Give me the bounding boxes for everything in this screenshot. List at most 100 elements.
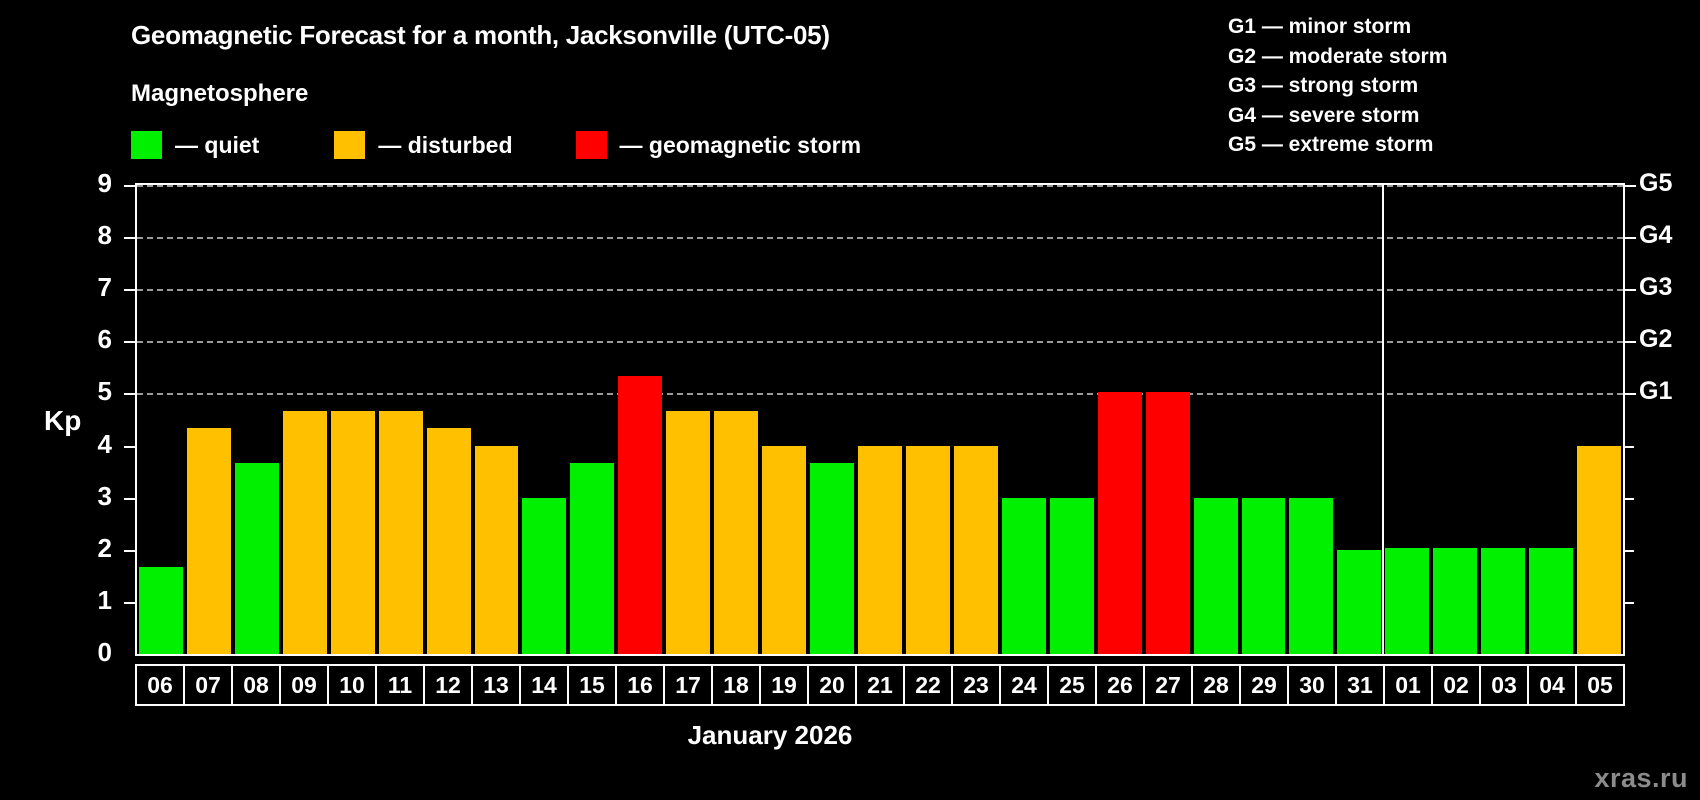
bar-28 bbox=[1193, 497, 1238, 654]
y-tick-mark-9 bbox=[124, 185, 135, 187]
bar-22 bbox=[905, 445, 950, 654]
y-tick-label-3: 3 bbox=[97, 480, 112, 511]
bar-05 bbox=[1577, 445, 1621, 654]
bar-series bbox=[137, 185, 1623, 654]
g-scale-legend: G1 — minor storm G2 — moderate storm G3 … bbox=[1228, 12, 1447, 160]
date-cell-24: 24 bbox=[1001, 666, 1049, 704]
bar-26 bbox=[1097, 391, 1142, 654]
bar-27 bbox=[1145, 391, 1190, 654]
date-cell-15: 15 bbox=[569, 666, 617, 704]
date-cell-17: 17 bbox=[665, 666, 713, 704]
g-tick-mark-g5 bbox=[1625, 185, 1636, 187]
g-tick-label-g2: G2 bbox=[1639, 325, 1673, 354]
y-tick-label-6: 6 bbox=[97, 324, 112, 355]
date-cell-31: 31 bbox=[1337, 666, 1385, 704]
y-tick-label-7: 7 bbox=[97, 272, 112, 303]
date-cell-12: 12 bbox=[425, 666, 473, 704]
y-tick-mark-4 bbox=[124, 445, 135, 448]
date-cell-11: 11 bbox=[377, 666, 425, 704]
month-separator bbox=[1382, 185, 1385, 654]
bar-25 bbox=[1049, 497, 1094, 654]
x-axis-title: January 2026 bbox=[0, 720, 1700, 751]
bar-21 bbox=[858, 445, 902, 654]
bar-17 bbox=[666, 410, 711, 654]
y-tick-mark-8 bbox=[124, 237, 135, 240]
magnetosphere-legend: — quiet — disturbed — geomagnetic storm bbox=[131, 131, 861, 159]
legend-heading: Magnetosphere bbox=[131, 80, 309, 107]
g-scale-line-g3: G3 — strong storm bbox=[1228, 74, 1419, 97]
y-axis-title: Kp bbox=[44, 405, 82, 436]
date-cell-02: 02 bbox=[1433, 666, 1481, 704]
plot-area bbox=[135, 183, 1625, 656]
date-cell-26: 26 bbox=[1097, 666, 1145, 704]
g-axis-minor-tick-2 bbox=[1625, 549, 1634, 552]
date-cell-01: 01 bbox=[1385, 666, 1433, 704]
g-axis-minor-tick-1 bbox=[1625, 601, 1634, 604]
bar-06 bbox=[139, 566, 183, 654]
date-cell-20: 20 bbox=[809, 666, 857, 704]
bar-11 bbox=[378, 410, 423, 654]
bar-14 bbox=[522, 497, 567, 654]
date-cell-30: 30 bbox=[1289, 666, 1337, 704]
date-cell-21: 21 bbox=[857, 666, 905, 704]
y-tick-label-0: 0 bbox=[97, 637, 112, 667]
date-cell-14: 14 bbox=[521, 666, 569, 704]
y-tick-mark-2 bbox=[124, 549, 135, 552]
g-scale-line-g1: G1 — minor storm bbox=[1228, 15, 1412, 38]
bar-30 bbox=[1289, 497, 1334, 654]
date-cell-27: 27 bbox=[1145, 666, 1193, 704]
bar-18 bbox=[714, 410, 759, 654]
y-tick-label-2: 2 bbox=[97, 532, 112, 563]
plot-inner bbox=[137, 185, 1623, 654]
g-tick-label-g4: G4 bbox=[1639, 221, 1673, 250]
legend-swatch-storm-icon bbox=[575, 131, 607, 159]
g-scale-line-g5: G5 — extreme storm bbox=[1228, 133, 1434, 156]
x-axis-date-row: 06 07 08 09 10 11 12 13 14 15 16 17 18 19 20 21 22 23 24 25… bbox=[135, 664, 1625, 706]
date-cell-06: 06 bbox=[137, 666, 185, 704]
legend-swatch-quiet-icon bbox=[131, 131, 162, 159]
x-axis-title-text: January 2026 bbox=[687, 720, 853, 750]
date-cell-16: 16 bbox=[617, 666, 665, 704]
bar-08 bbox=[234, 462, 279, 654]
bar-29 bbox=[1241, 497, 1286, 654]
y-tick-label-5: 5 bbox=[97, 376, 112, 407]
date-cell-05: 05 bbox=[1577, 666, 1623, 704]
bar-31 bbox=[1337, 549, 1382, 654]
legend-label-storm: — geomagnetic storm bbox=[619, 131, 862, 158]
gridline-kp-6 bbox=[137, 341, 1623, 344]
bar-07 bbox=[186, 428, 231, 654]
date-cell-18: 18 bbox=[713, 666, 761, 704]
g-tick-label-g1: G1 bbox=[1639, 377, 1673, 406]
y-tick-label-4: 4 bbox=[97, 428, 112, 459]
bar-09 bbox=[282, 410, 327, 654]
y-tick-mark-5 bbox=[124, 393, 135, 396]
legend-item-storm: — geomagnetic storm bbox=[575, 131, 862, 159]
bar-24 bbox=[1001, 497, 1046, 654]
g-tick-mark-g3 bbox=[1625, 289, 1636, 292]
date-cell-19: 19 bbox=[761, 666, 809, 704]
date-cell-04: 04 bbox=[1529, 666, 1577, 704]
date-cell-09: 09 bbox=[281, 666, 329, 704]
legend-label-disturbed: — disturbed bbox=[378, 131, 513, 158]
y-tick-mark-7 bbox=[124, 289, 135, 292]
gridline-kp-8 bbox=[137, 237, 1623, 240]
bar-23 bbox=[953, 445, 998, 654]
date-cell-28: 28 bbox=[1193, 666, 1241, 704]
g-tick-label-g3: G3 bbox=[1639, 273, 1673, 302]
date-cell-08: 08 bbox=[233, 666, 281, 704]
bar-20 bbox=[810, 462, 855, 654]
g-tick-mark-g2 bbox=[1625, 341, 1636, 344]
bar-13 bbox=[474, 445, 519, 654]
gridline-kp-7 bbox=[137, 289, 1623, 292]
gridline-kp-9 bbox=[137, 185, 1623, 187]
legend-item-disturbed: — disturbed bbox=[334, 131, 513, 159]
g-tick-label-g5: G5 bbox=[1639, 169, 1673, 197]
bar-01 bbox=[1385, 548, 1430, 654]
legend-label-quiet: — quiet bbox=[175, 131, 260, 158]
legend-swatch-disturbed-icon bbox=[334, 131, 366, 159]
g-axis-minor-tick-4 bbox=[1625, 445, 1634, 448]
date-cell-03: 03 bbox=[1481, 666, 1529, 704]
g-scale-line-g4: G4 — severe storm bbox=[1228, 103, 1420, 127]
date-cell-25: 25 bbox=[1049, 666, 1097, 704]
y-tick-mark-6 bbox=[124, 341, 135, 344]
